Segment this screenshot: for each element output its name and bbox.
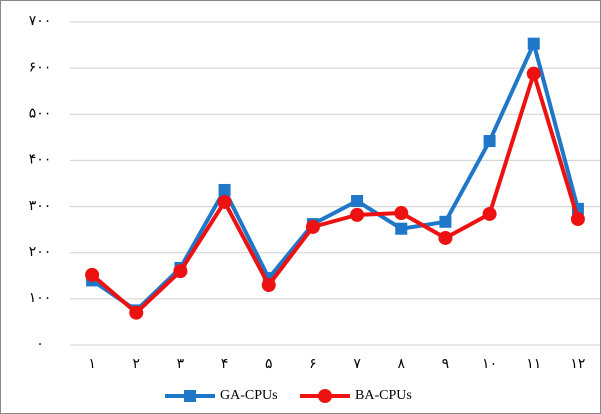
point [570, 212, 585, 227]
x-tick-label: ۷ [353, 357, 361, 372]
point [305, 219, 320, 234]
point [85, 267, 100, 282]
point [173, 264, 188, 279]
point [261, 278, 276, 293]
point [129, 305, 144, 320]
point [395, 222, 408, 235]
legend-marker [184, 390, 196, 402]
point [439, 215, 452, 228]
x-tick-label: ۴ [221, 357, 229, 372]
x-tick-label: ۱۰ [482, 357, 497, 372]
point [351, 195, 364, 208]
x-tick-label: ۵ [265, 357, 273, 372]
y-tick-label: ۶۰۰ [29, 60, 52, 75]
y-tick-label: ۷۰۰ [29, 14, 52, 29]
x-tick-label: ۸ [397, 357, 405, 372]
legend-marker [318, 389, 332, 403]
point [483, 135, 496, 148]
legend-label: GA-CPUs [220, 388, 278, 403]
point [394, 206, 409, 221]
point [350, 207, 365, 222]
point [217, 194, 232, 209]
x-tick-label: ۹ [442, 357, 450, 372]
y-tick-label: ۳۰۰ [29, 199, 52, 214]
point [218, 183, 231, 196]
x-tick-label: ۱ [88, 357, 96, 372]
point [438, 230, 453, 245]
y-tick-label: ۰ [36, 337, 44, 352]
legend-label: BA-CPUs [355, 388, 412, 403]
x-tick-label: ۲ [132, 357, 140, 372]
y-tick-label: ۲۰۰ [29, 245, 52, 260]
series-line [90, 41, 580, 313]
point [526, 66, 541, 81]
y-tick-label: ۱۰۰ [29, 291, 52, 306]
x-tick-label: ۱۲ [570, 357, 585, 372]
point [482, 206, 497, 221]
point [527, 37, 540, 50]
y-tick-label: ۴۰۰ [29, 153, 52, 168]
y-tick-label: ۵۰۰ [29, 107, 52, 122]
x-tick-label: ۱۱ [526, 357, 541, 372]
x-tick-label: ۶ [309, 357, 317, 372]
x-tick-label: ۳ [177, 357, 185, 372]
series-line [90, 71, 580, 315]
